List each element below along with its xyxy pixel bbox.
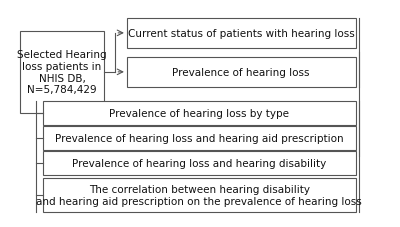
Text: The correlation between hearing disability
and hearing aid prescription on the p: The correlation between hearing disabili… bbox=[36, 184, 362, 206]
Text: Prevalence of hearing loss and hearing aid prescription: Prevalence of hearing loss and hearing a… bbox=[55, 133, 344, 143]
Text: Prevalence of hearing loss and hearing disability: Prevalence of hearing loss and hearing d… bbox=[72, 158, 326, 168]
Text: Prevalence of hearing loss by type: Prevalence of hearing loss by type bbox=[109, 109, 289, 118]
FancyBboxPatch shape bbox=[43, 151, 356, 175]
FancyBboxPatch shape bbox=[43, 126, 356, 150]
FancyBboxPatch shape bbox=[43, 178, 356, 212]
FancyBboxPatch shape bbox=[127, 19, 356, 49]
FancyBboxPatch shape bbox=[20, 32, 104, 114]
Text: Selected Hearing
loss patients in
NHIS DB,
N=5,784,429: Selected Hearing loss patients in NHIS D… bbox=[17, 50, 107, 95]
FancyBboxPatch shape bbox=[127, 57, 356, 88]
FancyBboxPatch shape bbox=[43, 102, 356, 125]
Text: Current status of patients with hearing loss: Current status of patients with hearing … bbox=[128, 29, 355, 39]
Text: Prevalence of hearing loss: Prevalence of hearing loss bbox=[172, 68, 310, 77]
